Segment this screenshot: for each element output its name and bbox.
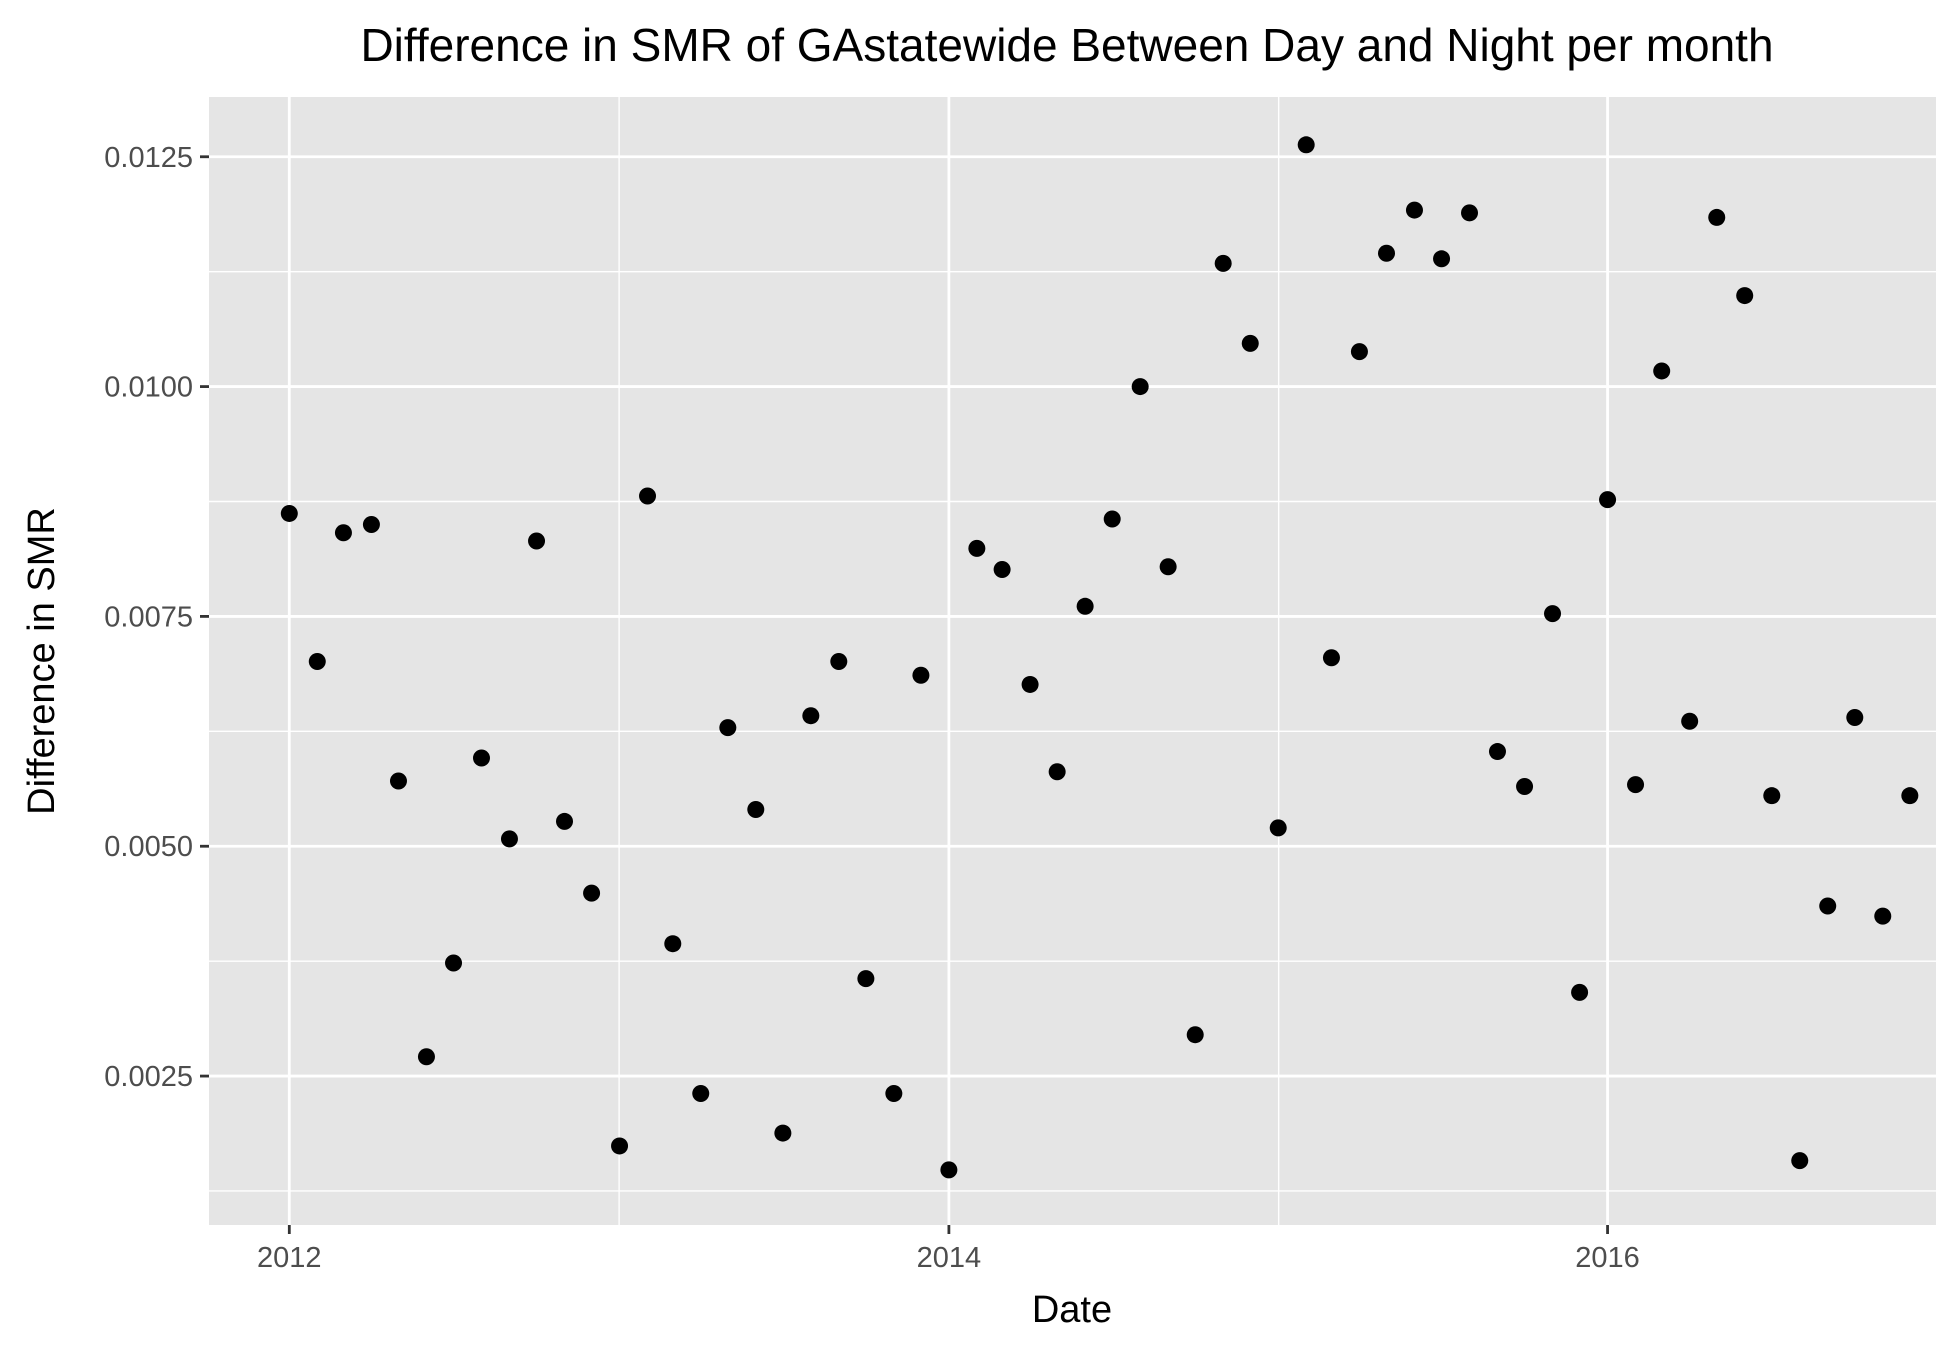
x-axis-label: Date — [1032, 1289, 1112, 1331]
data-point — [1791, 1152, 1809, 1170]
x-tick-label: 2014 — [917, 1242, 982, 1274]
y-tick-label: 0.0075 — [104, 601, 193, 633]
x-tick-label: 2012 — [257, 1242, 322, 1274]
data-point — [472, 749, 490, 767]
data-point — [968, 539, 986, 557]
data-point — [1627, 776, 1645, 794]
data-points — [280, 136, 1919, 1179]
x-axis: 2012 2014 2016 — [257, 1225, 1640, 1274]
data-point — [1708, 208, 1726, 226]
chart-title: Difference in SMR of GAstatewide Between… — [360, 19, 1773, 71]
data-point — [1736, 287, 1754, 305]
data-point — [611, 1137, 629, 1155]
data-point — [528, 532, 546, 550]
data-point — [802, 707, 820, 725]
data-point — [857, 970, 875, 988]
y-axis-label: Difference in SMR — [21, 507, 63, 815]
data-point — [1297, 136, 1315, 154]
data-point — [389, 772, 407, 790]
data-point — [1846, 709, 1864, 727]
data-point — [1874, 907, 1892, 925]
data-point — [1571, 983, 1589, 1001]
data-point — [1350, 343, 1368, 361]
data-point — [1405, 201, 1423, 219]
data-point — [445, 954, 463, 972]
data-point — [1159, 558, 1177, 576]
data-point — [1322, 649, 1340, 667]
data-point — [664, 935, 682, 953]
data-point — [1433, 250, 1451, 268]
data-point — [830, 652, 848, 670]
data-point — [1021, 675, 1039, 693]
data-point — [940, 1161, 958, 1179]
data-point — [1214, 254, 1232, 272]
data-point — [583, 884, 601, 902]
data-point — [1186, 1026, 1204, 1044]
data-point — [1131, 378, 1149, 396]
y-axis: 0.0025 0.0050 0.0075 0.0100 0.0125 — [104, 142, 209, 1093]
data-point — [417, 1048, 435, 1066]
data-point — [1681, 712, 1699, 730]
data-point — [1544, 605, 1562, 623]
major-gridlines — [209, 97, 1936, 1225]
data-point — [1378, 244, 1395, 262]
data-point — [1819, 897, 1837, 915]
data-point — [1599, 491, 1617, 509]
minor-gridlines — [209, 97, 1936, 1225]
data-point — [308, 652, 326, 670]
data-point — [1763, 787, 1781, 805]
data-point — [1653, 362, 1671, 380]
plot-panel — [209, 97, 1936, 1225]
data-point — [885, 1085, 903, 1103]
data-point — [747, 800, 765, 818]
data-point — [912, 666, 930, 684]
data-point — [719, 719, 737, 737]
data-point — [1076, 597, 1094, 615]
y-tick-label: 0.0125 — [104, 142, 193, 174]
y-tick-label: 0.0025 — [104, 1061, 193, 1093]
data-point — [1269, 819, 1287, 837]
data-point — [556, 812, 574, 830]
x-tick-label: 2016 — [1575, 1242, 1640, 1274]
data-point — [1516, 777, 1534, 795]
data-point — [334, 524, 352, 542]
data-point — [362, 515, 380, 533]
y-tick-label: 0.0050 — [104, 831, 193, 863]
data-point — [692, 1085, 710, 1103]
data-point — [1461, 204, 1479, 222]
data-point — [280, 504, 298, 522]
data-point — [500, 830, 518, 848]
data-point — [993, 561, 1011, 579]
data-point — [1241, 334, 1259, 352]
data-point — [1488, 743, 1506, 761]
data-point — [1103, 510, 1121, 528]
data-point — [1048, 763, 1066, 781]
data-point — [639, 487, 657, 505]
y-tick-label: 0.0100 — [104, 372, 193, 404]
data-point — [774, 1124, 792, 1142]
data-point — [1901, 787, 1919, 805]
